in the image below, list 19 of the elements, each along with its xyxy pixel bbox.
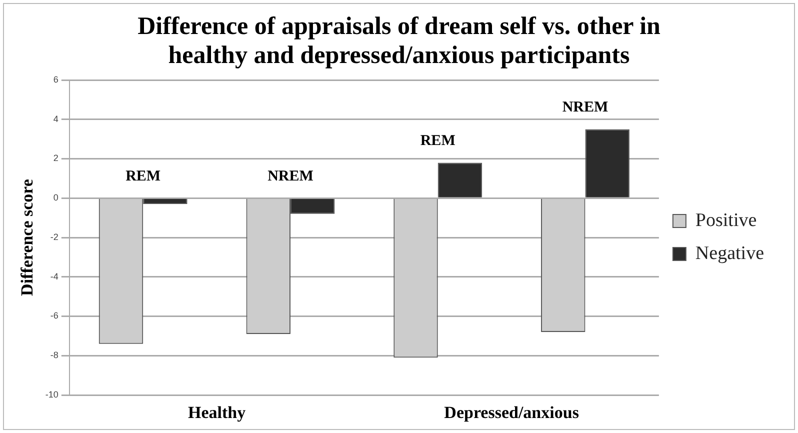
y-tick-label: 4 (53, 114, 58, 124)
x-tick-label: NREM (562, 100, 608, 116)
x-tick-label: REM (126, 168, 161, 184)
y-tick-label: -6 (50, 310, 58, 321)
legend-label: Positive (695, 210, 757, 231)
chart-title: Difference of appraisals of dream self vs. other in healthy and depressed/anxious participants (136, 12, 662, 70)
text: Depressed/anxious (444, 402, 580, 422)
y-tick-label: -2 (50, 232, 58, 242)
legend-label: Negative (695, 242, 764, 264)
y-tick-label: -4 (50, 271, 58, 282)
y-tick-label: -10 (45, 389, 58, 400)
y-tick-label: 6 (53, 74, 58, 84)
y-tick-label: -8 (50, 350, 58, 360)
y-tick-label: 0 (53, 192, 58, 203)
x-tick-label: REM (420, 133, 456, 150)
y-tick-label: 2 (53, 153, 58, 164)
text: Healthy (188, 402, 246, 422)
x-tick-label: NREM (268, 168, 314, 184)
y-axis-title: Difference score (18, 178, 37, 296)
